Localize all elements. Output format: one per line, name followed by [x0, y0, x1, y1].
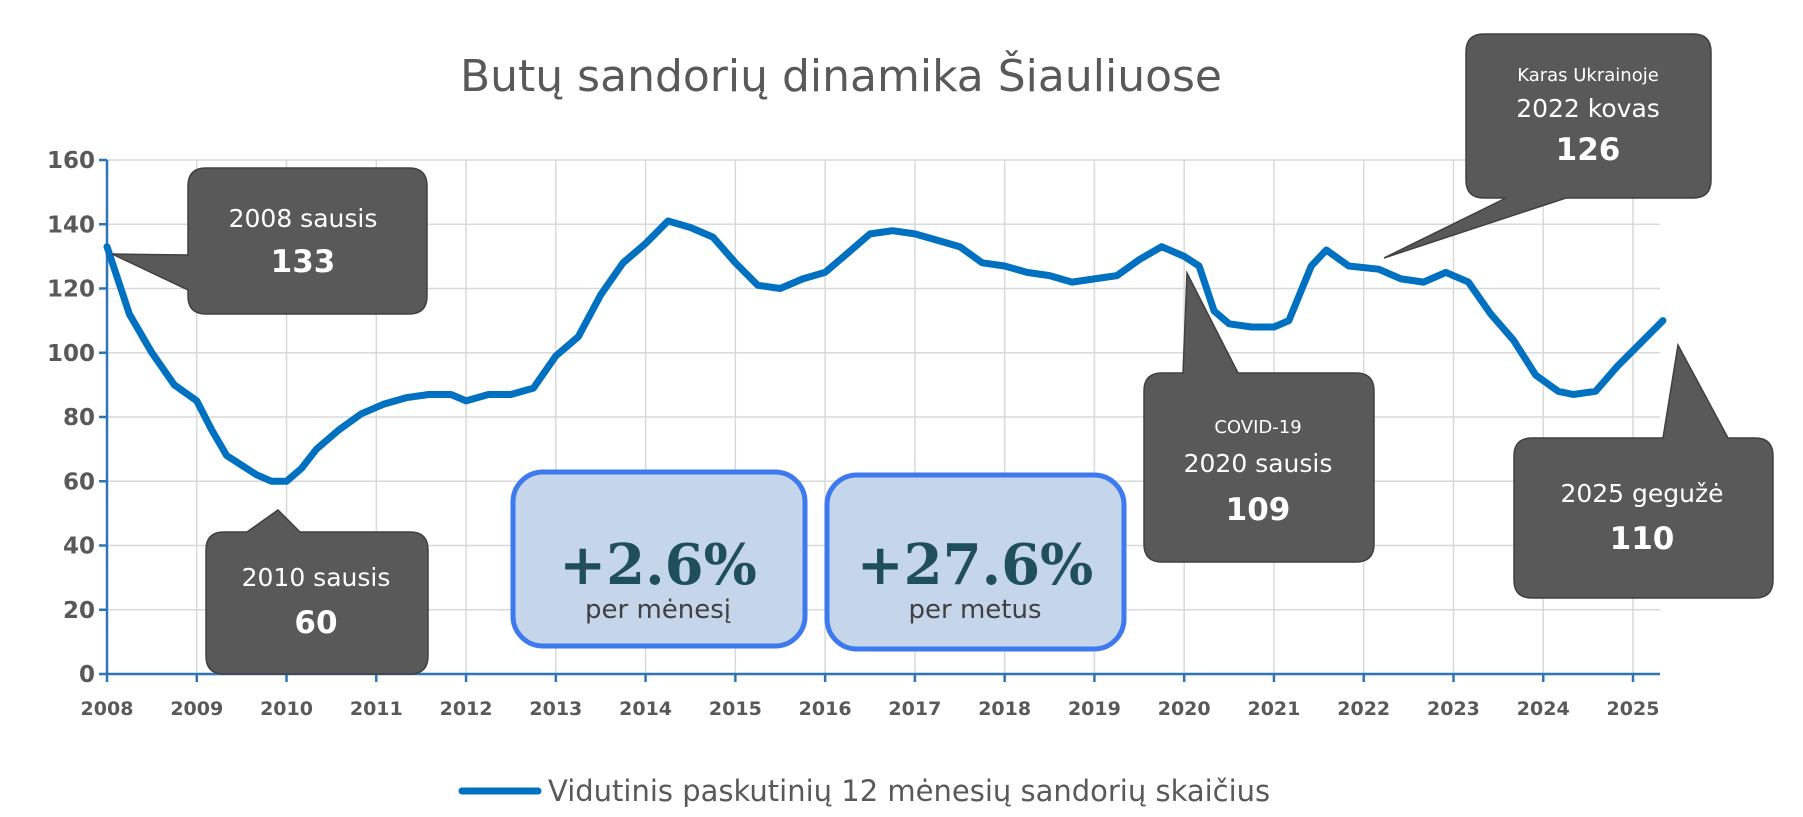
x-tick-label-2025: 2025: [1607, 698, 1660, 720]
kpi-monthly-label: per mėnesį: [585, 595, 731, 625]
callout-2022-march: Karas Ukrainoje 2022 kovas 126: [1383, 33, 1712, 259]
x-tick-label-2017: 2017: [888, 698, 941, 720]
kpi-yearly-box: +27.6% per metus: [824, 472, 1127, 652]
x-axis-tick-labels: 2008 2009 2010 2011 2012 2013 2014 2015 2016 2017…: [81, 698, 1660, 720]
callout-2020-value: 109: [1226, 492, 1291, 528]
x-tick-label-2024: 2024: [1517, 698, 1570, 720]
callout-2020-january: COVID-19 2020 sausis 109: [1143, 270, 1375, 563]
series-line-average-12-months: [103, 217, 1667, 485]
x-tick-label-2016: 2016: [799, 698, 852, 720]
y-tick-label-100: 100: [47, 341, 95, 367]
x-tick-label-2014: 2014: [619, 698, 672, 720]
x-tick-label-2012: 2012: [440, 698, 493, 720]
x-tick-label-2019: 2019: [1068, 698, 1121, 720]
y-tick-label-0: 0: [79, 662, 95, 688]
callout-2008-value: 133: [271, 244, 336, 280]
callout-2020-event: COVID-19: [1214, 417, 1301, 438]
x-tick-label-2020: 2020: [1158, 698, 1211, 720]
callout-2008-january: 2008 sausis 133: [111, 167, 428, 315]
callout-2025-may: 2025 gegužė 110: [1513, 342, 1774, 599]
y-tick-label-80: 80: [63, 405, 95, 431]
legend: Vidutinis paskutinių 12 mėnesių sandorių…: [458, 774, 1270, 808]
x-tick-label-2022: 2022: [1337, 698, 1390, 720]
x-tick-label-2013: 2013: [529, 698, 582, 720]
x-tick-label-2015: 2015: [709, 698, 762, 720]
x-tick-label-2009: 2009: [170, 698, 223, 720]
x-tick-label-2021: 2021: [1247, 698, 1300, 720]
kpi-yearly-label: per metus: [909, 595, 1042, 625]
callout-2022-event: Karas Ukrainoje: [1517, 65, 1659, 86]
kpi-monthly-box: +2.6% per mėnesį: [510, 469, 808, 649]
legend-label: Vidutinis paskutinių 12 mėnesių sandorių…: [548, 774, 1270, 808]
x-tick-label-2018: 2018: [978, 698, 1031, 720]
y-tick-label-40: 40: [63, 534, 95, 560]
x-tick-label-2008: 2008: [81, 698, 134, 720]
y-tick-label-160: 160: [47, 148, 95, 174]
callout-2010-date: 2010 sausis: [242, 563, 391, 592]
callout-2022-date: 2022 kovas: [1516, 94, 1660, 123]
callout-2020-date: 2020 sausis: [1184, 449, 1333, 478]
callout-2008-date: 2008 sausis: [229, 204, 378, 233]
y-tick-label-140: 140: [47, 212, 95, 238]
y-tick-label-60: 60: [63, 469, 95, 495]
y-tick-label-120: 120: [47, 277, 95, 303]
y-tick-label-20: 20: [63, 598, 95, 624]
callout-2022-value: 126: [1556, 132, 1621, 168]
x-tick-label-2023: 2023: [1427, 698, 1480, 720]
kpi-yearly-value: +27.6%: [857, 532, 1094, 598]
callout-2010-january: 2010 sausis 60: [205, 509, 429, 675]
kpi-monthly-value: +2.6%: [559, 532, 757, 598]
x-tick-label-2010: 2010: [260, 698, 313, 720]
callout-2010-value: 60: [294, 605, 337, 641]
callout-2025-value: 110: [1610, 521, 1675, 557]
chart-title: Butų sandorių dinamika Šiauliuose: [460, 49, 1222, 102]
callout-2025-date: 2025 gegužė: [1560, 479, 1723, 508]
x-tick-label-2011: 2011: [350, 698, 403, 720]
y-axis-tick-labels: 0 20 40 60 80 100 120 140 160: [47, 148, 95, 688]
